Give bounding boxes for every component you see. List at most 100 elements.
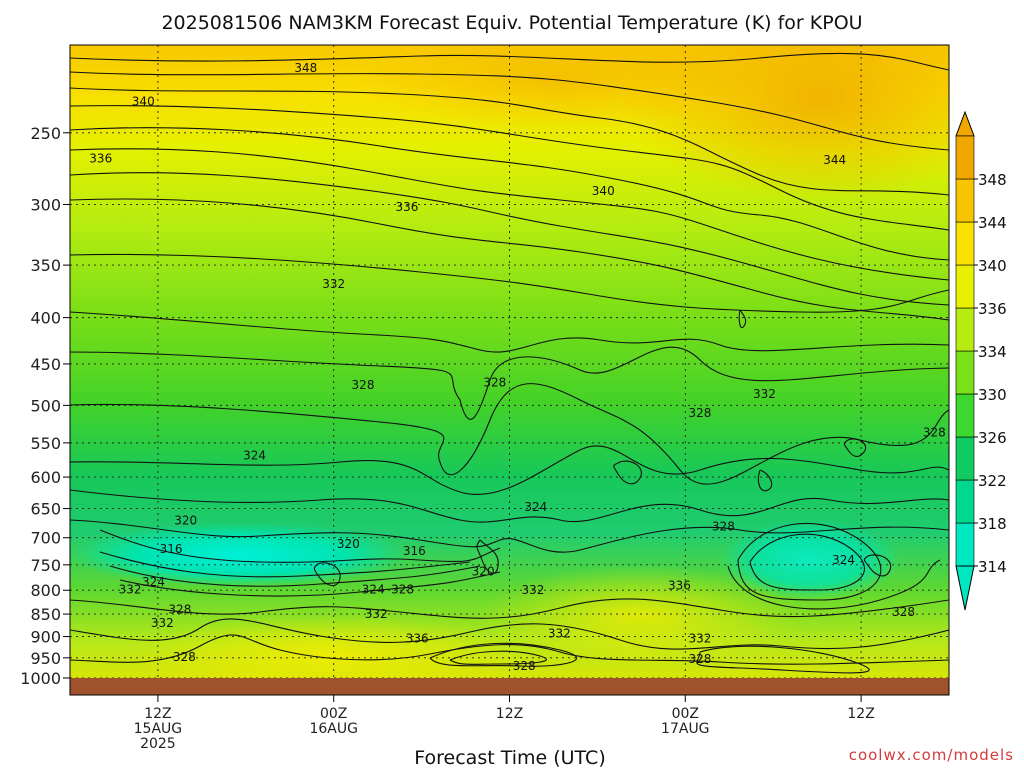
contour-label: 336 (89, 152, 112, 166)
colorbar-extend-max (955, 110, 975, 137)
warm-region-lower-right (480, 565, 800, 665)
x-tick-label: 00Z (672, 706, 699, 722)
contour-label: 332 (753, 387, 776, 401)
contour-label: 332 (365, 607, 388, 621)
colorbar-label: 326 (978, 429, 1007, 447)
contour-label: 336 (395, 200, 418, 214)
y-tick-label: 950 (30, 649, 61, 668)
contour-label: 336 (406, 632, 429, 646)
colorbar-segment (955, 178, 975, 223)
contour-line (843, 438, 866, 458)
contour-label: 328 (168, 602, 191, 616)
contour-label: 340 (592, 184, 615, 198)
contour-line (449, 650, 548, 665)
contour-line (313, 562, 341, 587)
contour-label: 328 (688, 652, 711, 666)
contour-line (70, 519, 949, 553)
x-tick-label: 17AUG (661, 721, 710, 737)
contour-label: 328 (688, 406, 711, 420)
y-tick-label: 250 (30, 124, 61, 143)
y-tick-label: 750 (30, 556, 61, 575)
contour-line (70, 105, 949, 231)
y-tick-label: 600 (30, 468, 61, 487)
contour-label: 324 (362, 582, 385, 596)
y-tick-label: 1000 (20, 669, 61, 688)
y-tick-label: 800 (30, 581, 61, 600)
contour-line (727, 559, 941, 610)
cold-region-right (720, 520, 900, 600)
colorbar-label: 336 (978, 300, 1007, 318)
warm-region-upper-mid (360, 45, 760, 130)
contour-line (429, 642, 577, 667)
x-tick-label: 2025 (140, 736, 176, 752)
contour-label: 324 (832, 553, 855, 567)
contour-label: 316 (160, 542, 183, 556)
y-tick-label: 300 (30, 195, 61, 214)
y-tick-label: 500 (30, 396, 61, 415)
y-tick-label: 900 (30, 628, 61, 647)
contour-line (70, 253, 949, 313)
contour-label: 332 (151, 616, 174, 630)
y-tick-label: 450 (30, 355, 61, 374)
contour-label: 332 (548, 626, 571, 640)
colorbar-label: 340 (978, 257, 1007, 275)
x-tick-label: 00Z (320, 706, 347, 722)
x-tick-label: 16AUG (309, 721, 358, 737)
contour-line (70, 198, 949, 321)
contour-line (109, 565, 481, 587)
contour-line (70, 311, 949, 353)
x-tick-label: 12Z (847, 706, 874, 722)
ground-strip (70, 678, 949, 695)
colorbar-label: 318 (978, 515, 1007, 533)
contour-line (70, 445, 949, 495)
colorbar-segment (955, 264, 975, 309)
x-tick-label: 15AUG (134, 721, 183, 737)
watermark: coolwx.com/models (849, 746, 1014, 764)
colorbar-segment (955, 307, 975, 352)
x-tick-label: 12Z (144, 706, 171, 722)
contour-line (70, 87, 949, 196)
y-axis: 250 300 350 400 450 500 550 600 650 700 750 800 850 9… (20, 124, 70, 688)
contour-label: 328 (173, 650, 196, 664)
colorbar: 314 318 322 326 330 334 336 340 344 348 (955, 110, 1007, 611)
x-axis-label: Forecast Time (UTC) (414, 747, 605, 768)
colorbar-label: 344 (978, 214, 1007, 232)
colorbar-label: 330 (978, 386, 1007, 404)
colorbar-segment (955, 436, 975, 481)
contour-line (70, 489, 949, 523)
y-tick-label: 700 (30, 529, 61, 548)
colorbar-segment (955, 350, 975, 395)
contour-line (696, 645, 870, 674)
contour-label: 336 (668, 578, 691, 592)
contour-line (70, 71, 949, 151)
y-tick-label: 550 (30, 434, 61, 453)
contour-label: 320 (472, 565, 495, 579)
contour-line (749, 533, 865, 591)
contour-label: 324 (142, 575, 165, 589)
contour-label: 324 (524, 500, 547, 514)
contour-line (757, 469, 773, 492)
contour-line (70, 172, 949, 306)
contour-label: 348 (294, 61, 317, 75)
contour-label: 328 (923, 426, 946, 440)
colorbar-segment (955, 393, 975, 438)
contour-line (70, 127, 949, 261)
contour-label: 328 (712, 519, 735, 533)
colorbar-extend-min (955, 565, 975, 611)
contour-label: 328 (892, 605, 915, 619)
contour-label: 332 (322, 277, 345, 291)
contour-label: 324 (243, 449, 266, 463)
contour-label: 332 (119, 582, 142, 596)
contour-line (70, 52, 949, 71)
contour-label: 328 (352, 378, 375, 392)
contour-line (70, 383, 949, 485)
contour-lines (70, 52, 949, 674)
contour-line (70, 346, 949, 420)
contour-label: 316 (403, 544, 426, 558)
colorbar-label: 322 (978, 472, 1007, 490)
contour-line (613, 460, 642, 485)
contour-line (738, 309, 747, 328)
